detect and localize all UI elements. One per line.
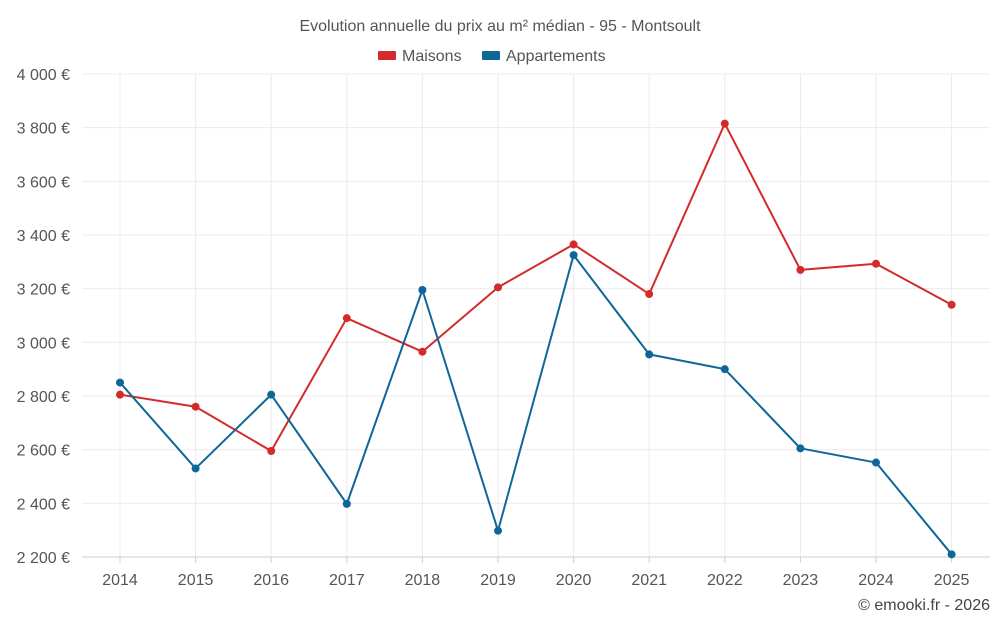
y-tick-label: 3 800 € xyxy=(17,121,70,138)
credit-text: © emooki.fr - 2026 xyxy=(858,597,990,614)
x-tick-label: 2016 xyxy=(253,572,289,589)
data-point-maisons-2017[interactable] xyxy=(342,314,351,323)
series-line-appartements xyxy=(119,254,953,555)
y-tick-label: 4 000 € xyxy=(17,67,70,84)
data-point-appartements-2020[interactable] xyxy=(569,251,578,260)
legend-item-appartements[interactable]: Appartements xyxy=(482,48,606,65)
x-tick-label: 2022 xyxy=(707,572,743,589)
y-tick-label: 3 200 € xyxy=(17,282,70,299)
x-tick-label: 2018 xyxy=(405,572,441,589)
data-point-maisons-2025[interactable] xyxy=(947,300,956,309)
data-point-appartements-2015[interactable] xyxy=(191,464,200,473)
data-point-appartements-2016[interactable] xyxy=(267,390,276,399)
data-point-maisons-2014[interactable] xyxy=(116,390,124,399)
legend-item-maisons[interactable]: Maisons xyxy=(378,48,462,65)
grid-lines xyxy=(82,73,990,557)
y-tick-label: 3 600 € xyxy=(17,174,70,191)
y-tick-label: 3 000 € xyxy=(17,335,70,352)
data-point-maisons-2020[interactable] xyxy=(569,240,578,249)
legend-label-appartements: Appartements xyxy=(506,48,606,65)
data-point-maisons-2023[interactable] xyxy=(796,265,805,274)
axes xyxy=(82,556,990,563)
data-point-maisons-2019[interactable] xyxy=(494,283,502,292)
tick-labels: 2 200 € 2 400 € 2 600 € 2 800 € 3 000 € 3 200… xyxy=(17,67,970,589)
legend-swatch-appartements xyxy=(482,51,500,60)
x-tick-label: 2023 xyxy=(783,572,819,589)
x-tick-label: 2021 xyxy=(631,572,667,589)
legend: Maisons Appartements xyxy=(378,48,606,65)
data-point-maisons-2021[interactable] xyxy=(645,290,654,299)
data-point-appartements-2022[interactable] xyxy=(720,365,729,374)
data-point-appartements-2025[interactable] xyxy=(947,550,956,559)
data-point-appartements-2021[interactable] xyxy=(645,350,654,359)
data-point-maisons-2018[interactable] xyxy=(418,347,427,356)
x-tick-label: 2020 xyxy=(556,572,592,589)
y-tick-label: 2 400 € xyxy=(17,496,70,513)
y-tick-label: 2 600 € xyxy=(17,443,70,460)
x-tick-label: 2015 xyxy=(178,572,214,589)
data-point-maisons-2022[interactable] xyxy=(720,119,729,128)
x-tick-label: 2014 xyxy=(102,572,138,589)
legend-label-maisons: Maisons xyxy=(402,48,462,65)
x-tick-label: 2017 xyxy=(329,572,365,589)
data-point-maisons-2015[interactable] xyxy=(191,402,200,411)
y-tick-label: 3 400 € xyxy=(17,228,70,245)
y-tick-label: 2 200 € xyxy=(17,550,70,567)
data-point-appartements-2018[interactable] xyxy=(418,286,427,295)
data-point-appartements-2023[interactable] xyxy=(796,444,805,453)
x-tick-label: 2019 xyxy=(480,572,516,589)
legend-swatch-maisons xyxy=(378,51,396,60)
chart-title: Evolution annuelle du prix au m² médian … xyxy=(299,18,701,35)
series-lines xyxy=(116,119,956,559)
x-tick-label: 2024 xyxy=(858,572,894,589)
data-point-appartements-2019[interactable] xyxy=(494,526,502,535)
y-tick-label: 2 800 € xyxy=(17,389,70,406)
data-point-appartements-2024[interactable] xyxy=(872,458,880,467)
data-point-maisons-2024[interactable] xyxy=(872,259,880,268)
data-point-maisons-2016[interactable] xyxy=(267,447,276,456)
data-point-appartements-2014[interactable] xyxy=(116,378,124,387)
data-point-appartements-2017[interactable] xyxy=(342,499,351,508)
x-tick-label: 2025 xyxy=(934,572,970,589)
series-line-maisons xyxy=(119,122,953,453)
